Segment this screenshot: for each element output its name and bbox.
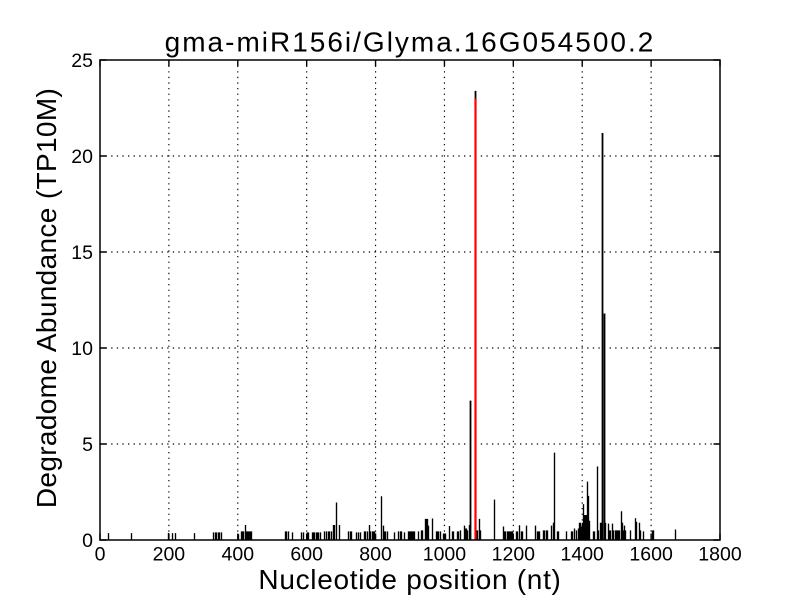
svg-text:400: 400 bbox=[222, 544, 255, 566]
svg-text:10: 10 bbox=[71, 338, 93, 360]
svg-text:Degradome Abundance (TP10M): Degradome Abundance (TP10M) bbox=[31, 88, 62, 508]
svg-text:200: 200 bbox=[153, 544, 186, 566]
svg-text:20: 20 bbox=[71, 146, 93, 168]
svg-text:1400: 1400 bbox=[561, 544, 605, 566]
svg-text:1200: 1200 bbox=[492, 544, 536, 566]
svg-text:1800: 1800 bbox=[698, 544, 742, 566]
svg-text:5: 5 bbox=[82, 434, 93, 456]
svg-text:1600: 1600 bbox=[629, 544, 673, 566]
svg-text:1000: 1000 bbox=[423, 544, 467, 566]
svg-text:800: 800 bbox=[359, 544, 392, 566]
svg-text:15: 15 bbox=[71, 242, 93, 264]
svg-text:0: 0 bbox=[95, 544, 106, 566]
svg-text:Nucleotide position (nt): Nucleotide position (nt) bbox=[258, 564, 561, 595]
svg-text:0: 0 bbox=[82, 530, 93, 552]
svg-text:25: 25 bbox=[71, 50, 93, 72]
svg-text:gma-miR156i/Glyma.16G054500.2: gma-miR156i/Glyma.16G054500.2 bbox=[165, 27, 656, 58]
svg-text:600: 600 bbox=[290, 544, 323, 566]
